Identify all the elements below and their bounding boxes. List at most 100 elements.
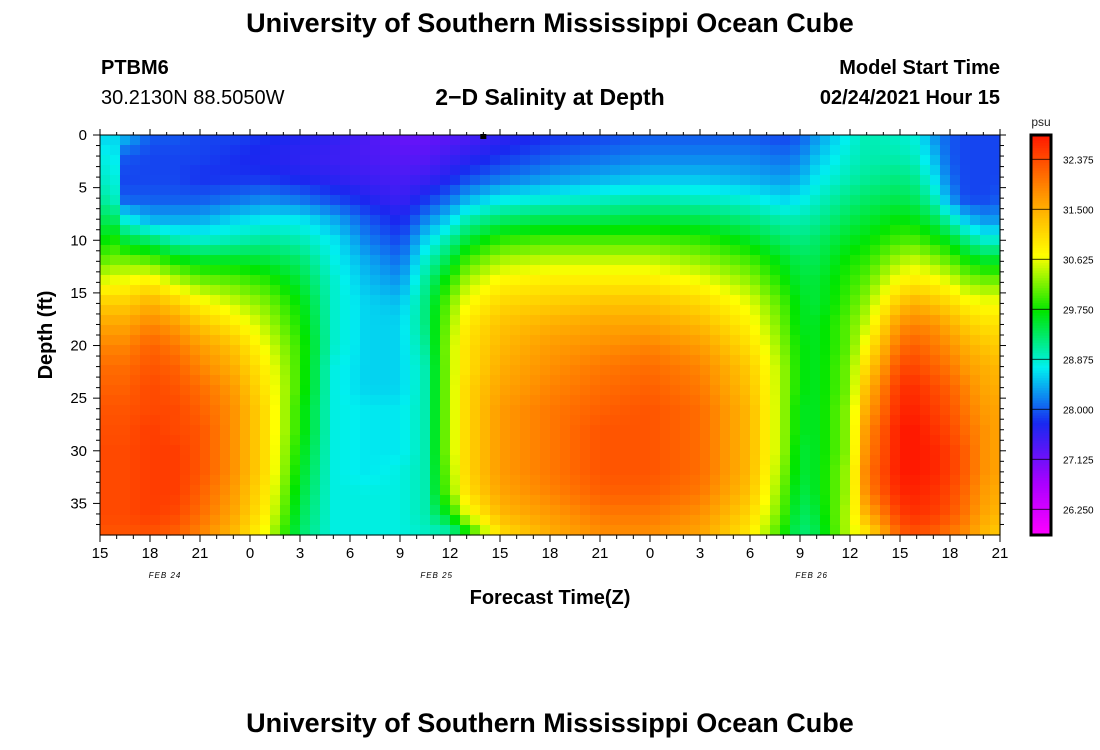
heatmap-cell [630,135,641,146]
heatmap-cell [830,195,841,206]
heatmap-cell [390,165,401,176]
heatmap-cell [950,515,961,526]
heatmap-cell [530,295,541,306]
heatmap-cell [440,355,451,366]
heatmap-cell [330,315,341,326]
heatmap-cell [140,385,151,396]
heatmap-cell [630,285,641,296]
heatmap-cell [600,415,611,426]
heatmap-cell [330,225,341,236]
heatmap-cell [660,155,671,166]
heatmap-cell [300,295,311,306]
heatmap-cell [730,365,741,376]
heatmap-cell [820,395,831,406]
heatmap-cell [250,315,261,326]
heatmap-cell [990,295,1001,306]
heatmap-cell [980,295,991,306]
heatmap-cell [350,135,361,146]
heatmap-cell [350,475,361,486]
heatmap-cell [360,145,371,156]
heatmap-cell [910,415,921,426]
heatmap-cell [100,435,111,446]
heatmap-cell [750,495,761,506]
heatmap-cell [400,355,411,366]
heatmap-cell [380,215,391,226]
heatmap-cell [240,245,251,256]
heatmap-cell [610,455,621,466]
heatmap-cell [150,335,161,346]
heatmap-cell [400,375,411,386]
heatmap-cell [630,325,641,336]
heatmap-cell [800,315,811,326]
heatmap-cell [210,435,221,446]
heatmap-cell [370,155,381,166]
heatmap-cell [370,445,381,456]
heatmap-cell [780,165,791,176]
heatmap-cell [800,515,811,526]
heatmap-cell [330,375,341,386]
heatmap-cell [780,215,791,226]
heatmap-cell [910,145,921,156]
heatmap-cell [770,135,781,146]
heatmap-cell [250,185,261,196]
heatmap-cell [790,135,801,146]
heatmap-cell [830,385,841,396]
heatmap-cell [580,275,591,286]
heatmap-cell [130,465,141,476]
heatmap-cell [510,425,521,436]
heatmap-cell [170,505,181,516]
heatmap-cell [450,415,461,426]
heatmap-cell [170,435,181,446]
heatmap-cell [920,335,931,346]
heatmap-cell [130,185,141,196]
colorbar-strip [1031,232,1051,236]
heatmap-cell [400,145,411,156]
heatmap-cell [730,145,741,156]
heatmap-cell [700,495,711,506]
heatmap-cell [590,375,601,386]
heatmap-cell [250,225,261,236]
heatmap-cell [590,225,601,236]
heatmap-cell [730,405,741,416]
heatmap-cell [490,485,501,496]
heatmap-cell [270,175,281,186]
heatmap-cell [940,175,951,186]
heatmap-cell [650,495,661,506]
heatmap-cell [110,385,121,396]
heatmap-cell [960,265,971,276]
heatmap-cell [810,165,821,176]
heatmap-cell [390,235,401,246]
heatmap-cell [930,315,941,326]
heatmap-cell [960,185,971,196]
heatmap-cell [970,515,981,526]
heatmap-cell [960,225,971,236]
heatmap-cell [680,325,691,336]
heatmap-cell [170,225,181,236]
heatmap-cell [320,295,331,306]
heatmap-cell [420,365,431,376]
heatmap-cell [390,225,401,236]
heatmap-cell [260,525,271,536]
heatmap-cell [980,245,991,256]
heatmap-cell [130,305,141,316]
heatmap-cell [850,155,861,166]
heatmap-cell [500,385,511,396]
heatmap-cell [860,165,871,176]
heatmap-cell [420,295,431,306]
heatmap-cell [670,445,681,456]
heatmap-cell [440,215,451,226]
heatmap-cell [440,375,451,386]
heatmap-cell [690,525,701,536]
heatmap-cell [410,375,421,386]
heatmap-cell [390,485,401,496]
heatmap-cell [120,425,131,436]
heatmap-cell [160,465,171,476]
heatmap-cell [470,165,481,176]
heatmap-cell [260,285,271,296]
heatmap-cell [870,475,881,486]
heatmap-cell [690,305,701,316]
heatmap-cell [580,305,591,316]
heatmap-cell [760,425,771,436]
heatmap-cell [110,225,121,236]
heatmap-cell [670,265,681,276]
